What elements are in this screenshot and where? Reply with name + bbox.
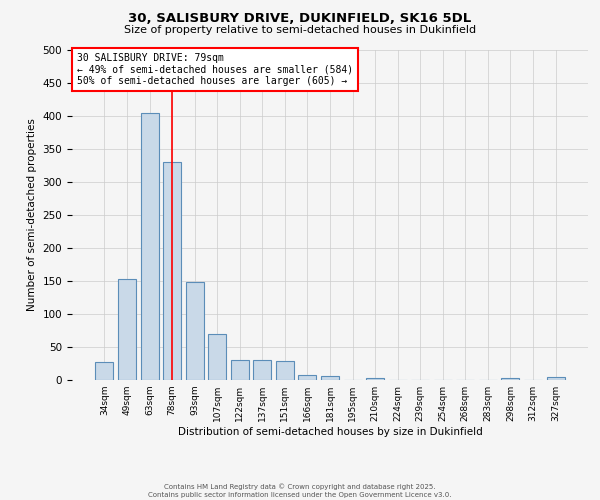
- Bar: [118, 279, 136, 380]
- Bar: [140, 112, 158, 380]
- Bar: [163, 162, 181, 380]
- X-axis label: Distribution of semi-detached houses by size in Dukinfield: Distribution of semi-detached houses by …: [178, 427, 482, 437]
- Bar: [253, 360, 271, 380]
- Bar: [366, 378, 384, 380]
- Text: 30, SALISBURY DRIVE, DUKINFIELD, SK16 5DL: 30, SALISBURY DRIVE, DUKINFIELD, SK16 5D…: [128, 12, 472, 26]
- Text: Contains HM Land Registry data © Crown copyright and database right 2025.
Contai: Contains HM Land Registry data © Crown c…: [148, 484, 452, 498]
- Y-axis label: Number of semi-detached properties: Number of semi-detached properties: [27, 118, 37, 312]
- Bar: [321, 376, 339, 380]
- Bar: [208, 334, 226, 380]
- Bar: [547, 378, 565, 380]
- Text: Size of property relative to semi-detached houses in Dukinfield: Size of property relative to semi-detach…: [124, 25, 476, 35]
- Bar: [298, 374, 316, 380]
- Bar: [502, 378, 520, 380]
- Bar: [231, 360, 249, 380]
- Bar: [95, 362, 113, 380]
- Text: 30 SALISBURY DRIVE: 79sqm
← 49% of semi-detached houses are smaller (584)
50% of: 30 SALISBURY DRIVE: 79sqm ← 49% of semi-…: [77, 54, 353, 86]
- Bar: [185, 282, 204, 380]
- Bar: [276, 361, 294, 380]
